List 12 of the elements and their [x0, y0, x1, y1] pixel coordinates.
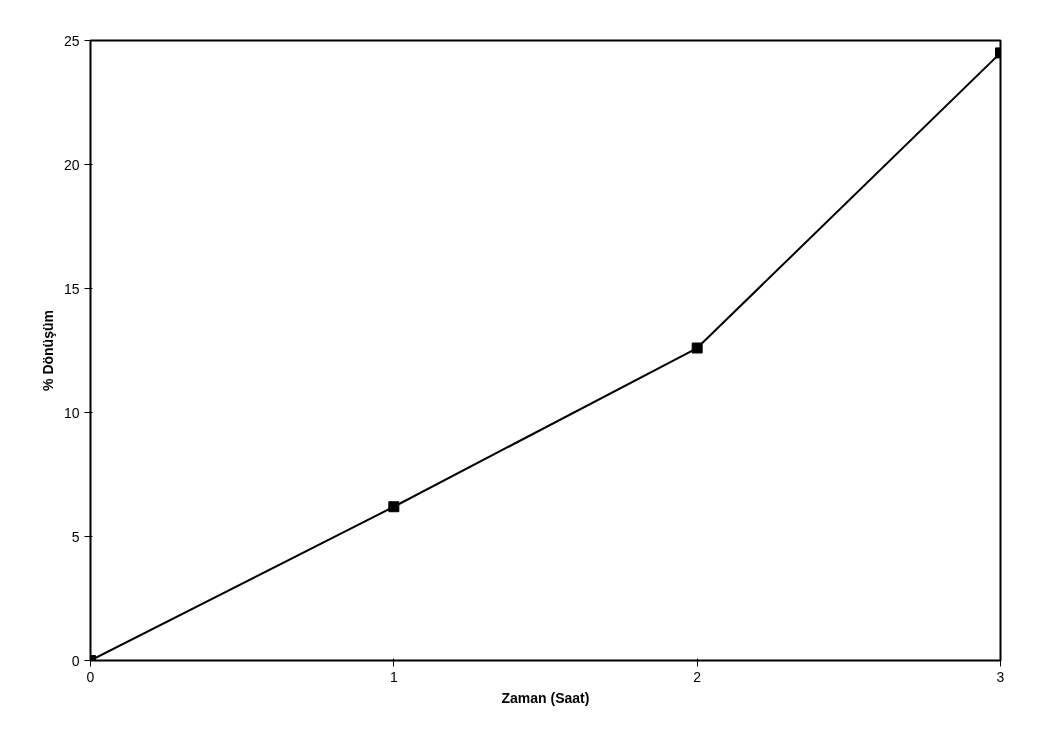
x-axis-title: Zaman (Saat) [501, 689, 590, 706]
y-axis-title: % Dönüşüm [39, 310, 56, 391]
y-tick-label: 25 [63, 32, 80, 49]
x-tick-label: 1 [389, 668, 398, 685]
x-tick-label: 0 [86, 668, 95, 685]
x-tick-label: 3 [996, 668, 1005, 685]
y-tick-label: 10 [63, 404, 80, 421]
y-tick-label: 0 [71, 652, 80, 669]
y-tick-label: 15 [63, 280, 80, 297]
x-tick-label: 2 [693, 668, 702, 685]
y-tick-label: 5 [71, 528, 80, 545]
y-tick-label: 20 [63, 156, 80, 173]
